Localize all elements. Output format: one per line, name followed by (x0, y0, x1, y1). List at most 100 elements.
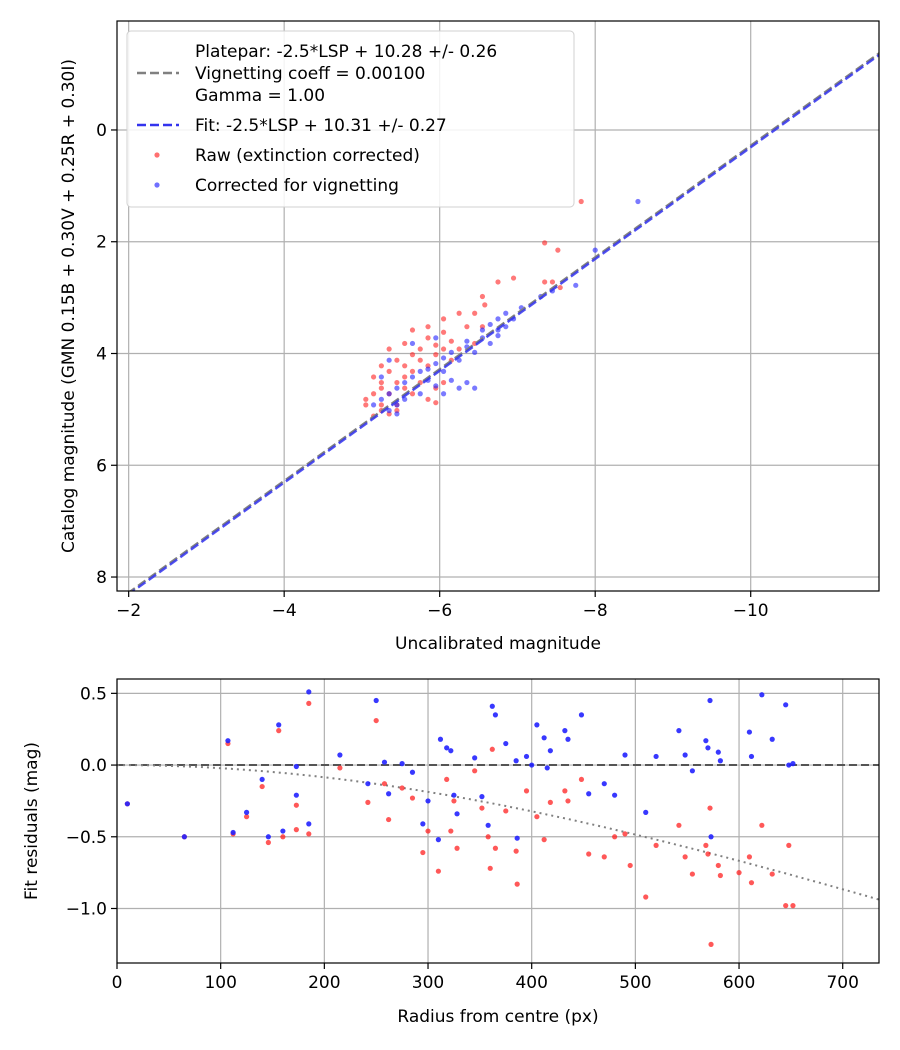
raw-point (433, 352, 439, 358)
corrected-residual-point (489, 703, 495, 709)
x-tick-label: −8 (583, 601, 608, 621)
raw-point (472, 310, 478, 316)
top-y-axis-label: Catalog magnitude (GMN 0.15B + 0.30V + 0… (59, 59, 79, 553)
raw-residual-point (293, 802, 299, 808)
raw-point (370, 374, 377, 380)
raw-residual-point (565, 798, 571, 804)
corrected-residual-point (492, 712, 499, 718)
raw-residual-point (479, 805, 485, 811)
y-tick-label: 4 (96, 345, 107, 365)
corrected-residual-point (435, 837, 441, 843)
raw-point (363, 396, 369, 402)
corrected-residual-point (181, 834, 187, 840)
raw-point (448, 338, 454, 344)
corrected-residual-point (306, 689, 312, 695)
corrected-residual-point (243, 809, 250, 815)
corrected-residual-point (783, 702, 789, 708)
corrected-residual-point (622, 752, 628, 758)
x-tick-label: 500 (619, 973, 651, 993)
corrected-residual-point (276, 722, 282, 728)
raw-residual-point (622, 831, 628, 837)
raw-point (440, 379, 447, 386)
raw-point (378, 402, 384, 408)
raw-point (433, 400, 439, 406)
corrected-point (394, 385, 400, 391)
corrected-residual-point (124, 801, 130, 807)
corrected-residual-point (565, 736, 571, 742)
raw-residual-point (381, 781, 388, 787)
x-tick-label: 700 (826, 973, 858, 993)
corrected-residual-point (643, 809, 649, 815)
raw-point (409, 352, 416, 358)
corrected-point (487, 321, 493, 328)
corrected-residual-point (703, 738, 709, 744)
corrected-point (386, 357, 392, 363)
raw-point (417, 357, 423, 363)
raw-residual-point (399, 785, 405, 791)
corrected-residual-point (230, 829, 236, 836)
raw-residual-point (451, 798, 457, 804)
legend-label: Platepar: -2.5*LSP + 10.28 +/- 0.26 (195, 42, 497, 62)
raw-residual-point (541, 837, 547, 843)
corrected-residual-point (689, 768, 695, 774)
corrected-point (503, 310, 509, 316)
legend-label: Raw (extinction corrected) (195, 146, 420, 166)
raw-residual-point (337, 765, 343, 771)
corrected-residual-point (386, 791, 392, 797)
corrected-residual-point (306, 821, 312, 827)
corrected-residual-points (124, 689, 796, 843)
corrected-point (394, 411, 400, 417)
corrected-residual-point (547, 748, 553, 754)
raw-residual-point (454, 845, 460, 851)
legend: Platepar: -2.5*LSP + 10.28 +/- 0.26Vigne… (126, 30, 575, 208)
raw-point (409, 368, 416, 374)
corrected-point (440, 368, 447, 374)
raw-point (402, 340, 408, 347)
raw-point (378, 385, 384, 391)
corrected-point (448, 349, 454, 355)
raw-residual-point (472, 768, 478, 774)
corrected-residual-point (544, 765, 550, 771)
raw-point (425, 324, 431, 330)
corrected-residual-point (514, 835, 520, 841)
raw-point (402, 374, 408, 380)
corrected-point (487, 340, 493, 347)
corrected-point (417, 391, 423, 397)
corrected-point (495, 316, 501, 322)
corrected-residual-point (448, 748, 454, 754)
raw-residual-point (746, 854, 753, 860)
corrected-residual-point (541, 735, 547, 741)
raw-residual-point (736, 870, 742, 876)
raw-point (464, 324, 470, 330)
raw-residual-point (365, 799, 371, 805)
raw-point (386, 346, 392, 352)
corrected-residual-point (503, 740, 509, 747)
corrected-residual-point (451, 792, 457, 798)
corrected-residual-point (682, 752, 688, 758)
raw-residual-point (513, 848, 519, 854)
y-tick-label: −0.5 (66, 828, 107, 848)
bottom-axes-frame (116, 678, 880, 964)
corrected-residual-point (786, 762, 792, 768)
raw-point (363, 402, 369, 408)
corrected-residual-point (337, 752, 343, 758)
raw-residual-point (612, 834, 618, 840)
x-tick-label: −6 (427, 601, 452, 621)
raw-residual-point (386, 816, 392, 823)
corrected-point (635, 198, 641, 205)
raw-residual-point (562, 788, 568, 794)
raw-residual-point (707, 805, 713, 811)
raw-residual-point (769, 871, 775, 877)
raw-point (456, 310, 462, 316)
raw-point (440, 316, 447, 322)
raw-residual-point (373, 717, 379, 724)
corrected-point (378, 374, 384, 380)
x-tick-label: 200 (308, 973, 340, 993)
corrected-point (472, 349, 478, 355)
raw-residual-point (627, 862, 633, 869)
x-tick-label: −10 (733, 601, 769, 621)
corrected-point (433, 360, 439, 367)
corrected-residual-point (707, 697, 713, 704)
corrected-residual-point (444, 745, 450, 751)
corrected-residual-point (259, 776, 265, 783)
